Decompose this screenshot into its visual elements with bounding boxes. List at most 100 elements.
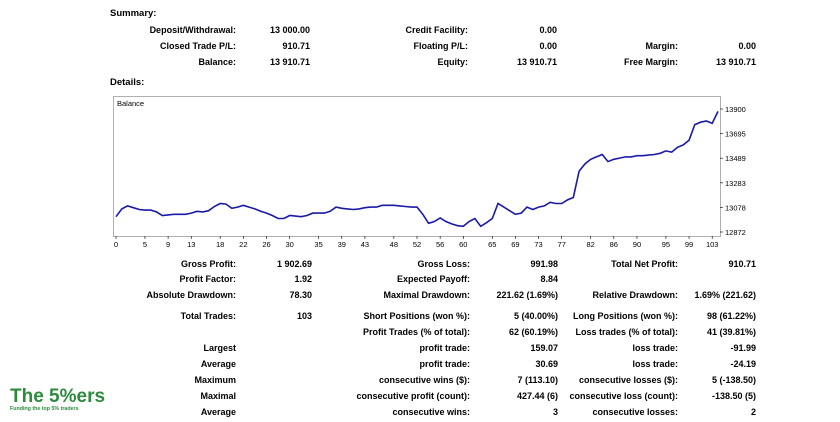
x-tick-label: 90 — [633, 240, 641, 248]
free-margin-label: Free Margin: — [623, 57, 678, 67]
gross-loss-value: 991.98 — [530, 259, 558, 269]
x-tick-label: 99 — [685, 240, 693, 248]
avg-consecutive-wins-label: consecutive wins: — [392, 407, 470, 417]
avg-consecutive-losses-label: consecutive losses: — [592, 407, 678, 417]
long-positions-value: 98 (61.22%) — [706, 311, 756, 321]
long-positions-label: Long Positions (won %): — [573, 311, 678, 321]
y-tick-label: 13695 — [725, 130, 746, 139]
expected-payoff-label: Expected Payoff: — [396, 274, 470, 284]
x-tick-label: 9 — [166, 240, 170, 248]
x-tick-label: 56 — [436, 240, 444, 248]
x-tick-label: 73 — [534, 240, 542, 248]
logo-wordmark: The 5%ers — [10, 386, 105, 407]
x-tick-label: 13 — [187, 240, 195, 248]
balance-chart: Balance — [113, 96, 721, 237]
equity-value: 13 910.71 — [516, 57, 557, 67]
largest-profit-value: 159.07 — [530, 343, 558, 353]
maximal-consecutive-profit-value: 427.44 (6) — [516, 391, 558, 401]
x-tick-label: 77 — [558, 240, 566, 248]
maximal-drawdown-value: 221.62 (1.69%) — [496, 290, 558, 300]
x-tick-label: 39 — [338, 240, 346, 248]
x-tick-label: 69 — [511, 240, 519, 248]
max-consecutive-losses-value: 5 (-138.50) — [711, 375, 756, 385]
floating-label: Floating P/L: — [413, 41, 469, 51]
details-heading: Details: — [110, 77, 145, 88]
balance-label: Balance: — [198, 57, 236, 67]
floating-value: 0.00 — [539, 41, 557, 51]
x-tick-label: 18 — [216, 240, 224, 248]
x-tick-label: 86 — [610, 240, 618, 248]
x-tick-label: 35 — [314, 240, 322, 248]
average-loss-value: -24.19 — [730, 359, 756, 369]
credit-value: 0.00 — [539, 25, 557, 35]
absolute-drawdown-label: Absolute Drawdown: — [146, 290, 237, 300]
relative-drawdown-value: 1.69% (221.62) — [694, 290, 756, 300]
maximal-consecutive-loss-label: consecutive loss (count): — [569, 391, 678, 401]
deposit-label: Deposit/Withdrawal: — [149, 25, 236, 35]
max-consecutive-wins-label: consecutive wins ($): — [378, 375, 470, 385]
profit-factor-label: Profit Factor: — [179, 274, 236, 284]
summary-heading: Summary: — [110, 8, 157, 19]
closed-pl-value: 910.71 — [282, 41, 310, 51]
logo-tagline: Funding the top 5% traders — [10, 406, 79, 412]
average-profit-value: 30.69 — [535, 359, 558, 369]
largest-loss-value: -91.99 — [730, 343, 756, 353]
y-tick-label: 12872 — [725, 228, 746, 237]
chart-axes: 13900 13695 13489 13283 13078 12872 0 5 9 13 18 22 2… — [114, 105, 746, 248]
profit-trades-label: Profit Trades (% of total): — [362, 327, 470, 337]
margin-value: 0.00 — [738, 41, 756, 51]
y-tick-label: 13900 — [725, 105, 746, 114]
x-tick-label: 103 — [706, 240, 719, 248]
y-tick-label: 13078 — [725, 203, 746, 212]
loss-trades-value: 41 (39.81%) — [706, 327, 756, 337]
max-consecutive-wins-value: 7 (113.10) — [517, 375, 558, 385]
short-positions-label: Short Positions (won %): — [363, 311, 471, 321]
balance-line — [115, 111, 719, 228]
max-consecutive-losses-label: consecutive losses ($): — [578, 375, 678, 385]
avg-consecutive-wins-value: 3 — [552, 407, 558, 417]
maximal-consecutive-profit-label: consecutive profit (count): — [356, 391, 470, 401]
x-tick-label: 65 — [488, 240, 496, 248]
x-tick-label: 82 — [586, 240, 594, 248]
x-tick-label: 5 — [143, 240, 147, 248]
deposit-value: 13 000.00 — [269, 25, 310, 35]
free-margin-value: 13 910.71 — [715, 57, 756, 67]
maximal-drawdown-label: Maximal Drawdown: — [383, 290, 470, 300]
equity-label: Equity: — [437, 57, 469, 67]
margin-label: Margin: — [645, 41, 679, 51]
maximal-consecutive-loss-value: -138.50 (5) — [711, 391, 756, 401]
gross-profit-value: 1 902.69 — [276, 259, 312, 269]
chart-title: Balance — [117, 99, 144, 108]
x-tick-label: 26 — [262, 240, 270, 248]
x-tick-label: 22 — [239, 240, 247, 248]
y-tick-label: 13489 — [725, 154, 746, 163]
x-tick-label: 30 — [285, 240, 293, 248]
x-tick-label: 95 — [662, 240, 670, 248]
largest-profit-label: profit trade: — [419, 343, 471, 353]
y-tick-label: 13283 — [725, 179, 746, 188]
total-trades-value: 103 — [296, 311, 312, 321]
total-net-value: 910.71 — [728, 259, 756, 269]
x-tick-label: 48 — [390, 240, 398, 248]
maximum-label: Maximum — [194, 375, 236, 385]
loss-trades-label: Loss trades (% of total): — [575, 327, 678, 337]
credit-label: Credit Facility: — [405, 25, 468, 35]
x-tick-label: 0 — [114, 240, 118, 248]
maximal-label: Maximal — [200, 391, 236, 401]
largest-loss-label: loss trade: — [632, 343, 678, 353]
expected-payoff-value: 8.84 — [540, 274, 558, 284]
absolute-drawdown-value: 78.30 — [289, 290, 312, 300]
x-tick-label: 43 — [361, 240, 369, 248]
largest-label: Largest — [203, 343, 236, 353]
gross-loss-label: Gross Loss: — [417, 259, 470, 269]
average-label: Average — [200, 359, 236, 369]
profit-factor-value: 1.92 — [294, 274, 312, 284]
x-tick-label: 60 — [459, 240, 467, 248]
total-net-label: Total Net Profit: — [611, 259, 678, 269]
gross-profit-label: Gross Profit: — [180, 259, 236, 269]
short-positions-value: 5 (40.00%) — [513, 311, 558, 321]
x-tick-label: 52 — [413, 240, 421, 248]
average-profit-label: profit trade: — [419, 359, 471, 369]
the5ers-logo: The 5%ers Funding the top 5% traders — [10, 386, 105, 412]
balance-value: 13 910.71 — [269, 57, 310, 67]
